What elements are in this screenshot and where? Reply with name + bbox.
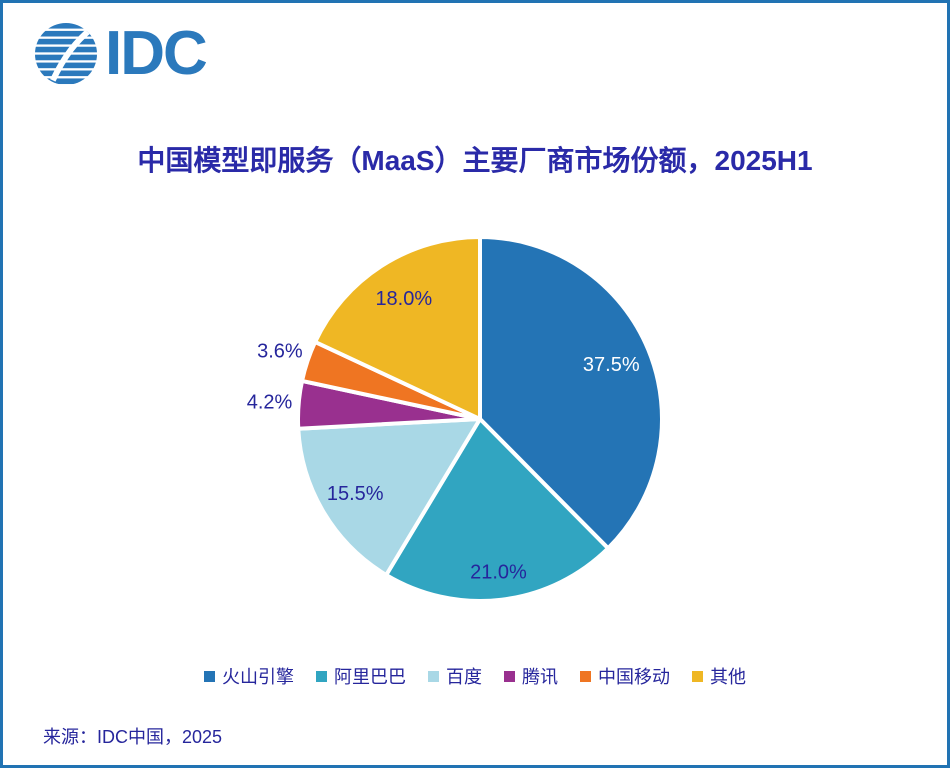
legend-label: 腾讯 — [522, 667, 558, 687]
pie-chart: 37.5% 21.0% 15.5% 4.2% 3.6% 18.0% — [247, 235, 664, 603]
legend-label: 阿里巴巴 — [334, 667, 406, 687]
pie-slice-阿里巴巴 — [384, 417, 611, 603]
pie-label-腾讯: 4.2% — [247, 391, 293, 413]
chart-title: 中国模型即服务（MaaS）主要厂商市场份额，2025H1 — [137, 145, 813, 176]
legend-swatch-icon — [504, 670, 515, 682]
pie-slice-其他 — [313, 235, 482, 421]
idc-globe-icon — [34, 22, 98, 85]
pie-label-其他: 18.0% — [375, 288, 432, 310]
legend-item-火山引擎: 火山引擎 — [204, 663, 294, 689]
pie-slice-火山引擎 — [478, 235, 664, 551]
legend-swatch-icon — [204, 670, 215, 682]
legend-swatch-icon — [692, 670, 703, 682]
legend-label: 其他 — [710, 667, 746, 687]
legend-label: 百度 — [446, 667, 482, 687]
idc-logo-text: IDC — [105, 19, 208, 88]
legend-swatch-icon — [580, 670, 591, 682]
legend-swatch-icon — [428, 670, 439, 682]
idc-logo: IDC — [33, 19, 208, 88]
pie-slice-百度 — [296, 417, 482, 577]
pie-label-阿里巴巴: 21.0% — [470, 562, 527, 584]
legend-item-其他: 其他 — [692, 663, 746, 689]
legend-item-阿里巴巴: 阿里巴巴 — [316, 663, 406, 689]
pie-label-中国移动: 3.6% — [257, 341, 303, 363]
legend-label: 中国移动 — [598, 667, 670, 687]
legend-swatch-icon — [316, 670, 327, 682]
legend-item-腾讯: 腾讯 — [504, 663, 558, 689]
chart-legend: 火山引擎 阿里巴巴 百度 腾讯 中国移动 其他 — [3, 663, 947, 689]
pie-label-百度: 15.5% — [327, 483, 384, 505]
legend-item-百度: 百度 — [428, 663, 482, 689]
pie-label-火山引擎: 37.5% — [583, 354, 640, 376]
legend-item-中国移动: 中国移动 — [580, 663, 670, 689]
source-note: 来源：IDC中国，2025 — [43, 727, 223, 747]
legend-label: 火山引擎 — [222, 667, 294, 687]
